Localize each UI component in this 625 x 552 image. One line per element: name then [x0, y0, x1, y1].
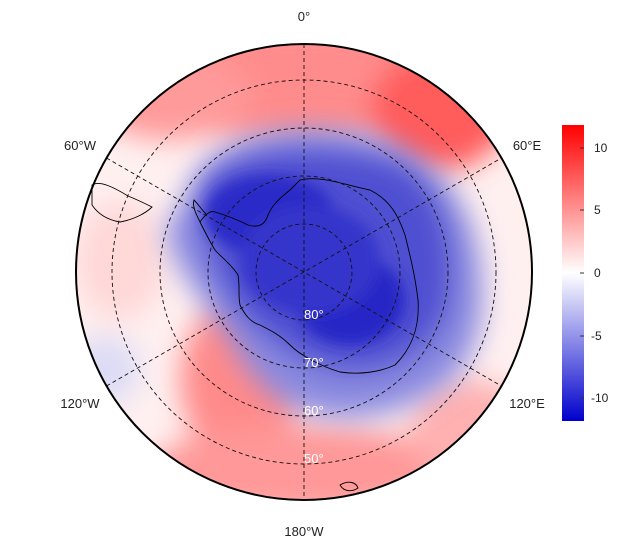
colorbar-gradient: [562, 125, 584, 421]
lon-label-0: 0°: [298, 9, 310, 24]
lat-label-60: 60°: [304, 403, 324, 418]
lat-label-80: 80°: [304, 307, 324, 322]
map-boundary: [75, 43, 533, 501]
graticule: [106, 44, 502, 500]
antarctica-coastline: [199, 178, 419, 374]
colorbar-tick-0: 0: [594, 266, 601, 280]
coastlines: [91, 178, 419, 492]
colorbar: 10 5 0 -5 -10: [562, 125, 609, 421]
lon-label-120w: 120°W: [60, 396, 100, 411]
lat-label-50: 50°: [304, 451, 324, 466]
south-america-coastline: [91, 183, 153, 223]
lon-label-180w: 180°W: [284, 524, 324, 539]
colorbar-tick-neg10: -10: [591, 391, 609, 405]
australia-coastline: [339, 481, 359, 492]
lat-label-70: 70°: [304, 355, 324, 370]
lon-label-120e: 120°E: [509, 396, 545, 411]
lon-label-60w: 60°W: [64, 138, 97, 153]
colorbar-tick-5: 5: [594, 203, 601, 217]
anomaly-field: [76, 44, 532, 500]
peninsula: [193, 199, 207, 223]
colorbar-tick-neg5: -5: [591, 329, 602, 343]
colorbar-tick-10: 10: [594, 141, 608, 155]
lon-label-60e: 60°E: [513, 138, 542, 153]
